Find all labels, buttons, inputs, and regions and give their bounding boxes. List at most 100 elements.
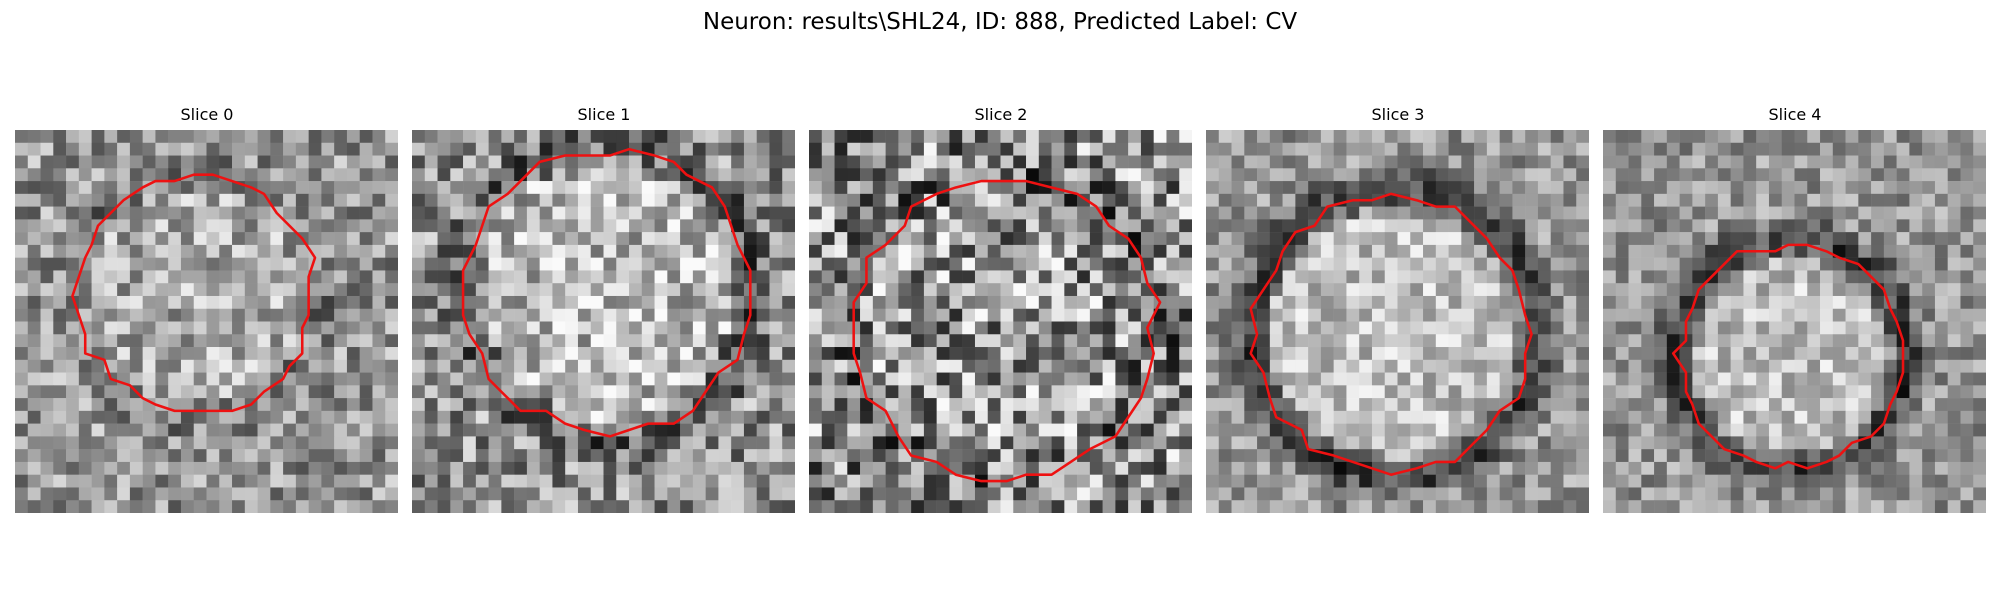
pixel bbox=[1435, 232, 1449, 246]
pixel bbox=[616, 449, 630, 463]
pixel bbox=[1794, 130, 1808, 144]
pixel bbox=[1486, 487, 1500, 501]
pixel bbox=[1512, 334, 1526, 348]
pixel bbox=[1537, 461, 1551, 475]
pixel bbox=[1512, 500, 1526, 513]
pixel bbox=[1768, 142, 1782, 156]
pixel bbox=[885, 270, 899, 284]
pixel bbox=[283, 244, 297, 258]
pixel bbox=[1218, 321, 1232, 335]
pixel bbox=[1026, 168, 1040, 182]
pixel bbox=[412, 130, 426, 144]
pixel bbox=[1308, 283, 1322, 297]
pixel bbox=[1320, 270, 1334, 284]
pixel bbox=[1397, 181, 1411, 195]
pixel bbox=[1832, 130, 1846, 144]
pixel bbox=[1346, 283, 1360, 297]
pixel bbox=[1768, 130, 1782, 144]
pixel bbox=[232, 500, 246, 513]
pixel bbox=[1206, 142, 1220, 156]
pixel bbox=[1140, 423, 1154, 437]
slice-title: Slice 4 bbox=[1768, 105, 1822, 124]
pixel bbox=[321, 232, 335, 246]
pixel bbox=[295, 359, 309, 373]
pixel bbox=[1128, 500, 1142, 513]
pixel bbox=[1102, 474, 1116, 488]
pixel bbox=[705, 436, 719, 450]
pixel bbox=[667, 219, 681, 233]
pixel bbox=[308, 334, 322, 348]
pixel bbox=[1218, 410, 1232, 424]
pixel bbox=[475, 372, 489, 386]
pixel bbox=[283, 142, 297, 156]
pixel bbox=[1128, 436, 1142, 450]
pixel bbox=[1013, 283, 1027, 297]
pixel bbox=[412, 449, 426, 463]
pixel bbox=[1435, 321, 1449, 335]
pixel bbox=[860, 142, 874, 156]
pixel bbox=[936, 295, 950, 309]
pixel bbox=[898, 461, 912, 475]
pixel bbox=[1423, 500, 1437, 513]
pixel bbox=[680, 500, 694, 513]
pixel bbox=[1359, 410, 1373, 424]
pixel bbox=[1077, 436, 1091, 450]
pixel bbox=[769, 398, 783, 412]
pixel bbox=[66, 257, 80, 271]
pixel bbox=[1153, 385, 1167, 399]
pixel bbox=[257, 206, 271, 220]
pixel bbox=[936, 487, 950, 501]
pixel bbox=[334, 385, 348, 399]
pixel bbox=[667, 257, 681, 271]
pixel bbox=[104, 461, 118, 475]
slice-image-svg bbox=[15, 130, 398, 513]
pixel bbox=[565, 461, 579, 475]
pixel bbox=[718, 244, 732, 258]
pixel bbox=[885, 244, 899, 258]
pixel bbox=[974, 270, 988, 284]
pixel bbox=[501, 385, 515, 399]
pixel bbox=[1794, 423, 1808, 437]
pixel bbox=[180, 244, 194, 258]
pixel bbox=[1499, 295, 1513, 309]
pixel bbox=[1756, 193, 1770, 207]
pixel bbox=[1000, 232, 1014, 246]
pixel bbox=[1153, 181, 1167, 195]
pixel bbox=[501, 283, 515, 297]
pixel bbox=[731, 155, 745, 169]
pixel bbox=[488, 347, 502, 361]
pixel bbox=[911, 500, 925, 513]
pixel bbox=[1038, 270, 1052, 284]
pixel bbox=[206, 130, 220, 144]
pixel bbox=[1206, 410, 1220, 424]
pixel bbox=[1768, 449, 1782, 463]
pixel bbox=[450, 334, 464, 348]
pixel bbox=[731, 308, 745, 322]
pixel bbox=[1947, 257, 1961, 271]
pixel bbox=[1781, 206, 1795, 220]
pixel bbox=[705, 295, 719, 309]
pixel bbox=[539, 168, 553, 182]
pixel bbox=[1883, 257, 1897, 271]
pixel bbox=[847, 270, 861, 284]
pixel bbox=[680, 347, 694, 361]
pixel bbox=[180, 206, 194, 220]
pixel bbox=[1832, 244, 1846, 258]
pixel bbox=[53, 181, 67, 195]
pixel bbox=[1333, 474, 1347, 488]
pixel bbox=[1973, 257, 1986, 271]
pixel bbox=[1525, 423, 1539, 437]
pixel bbox=[308, 270, 322, 284]
pixel bbox=[1320, 474, 1334, 488]
pixel bbox=[1051, 487, 1065, 501]
pixel bbox=[1461, 334, 1475, 348]
pixel bbox=[372, 474, 386, 488]
pixel bbox=[821, 206, 835, 220]
pixel bbox=[1743, 500, 1757, 513]
pixel bbox=[743, 168, 757, 182]
pixel bbox=[1730, 372, 1744, 386]
pixel bbox=[616, 181, 630, 195]
pixel bbox=[565, 410, 579, 424]
pixel bbox=[1244, 500, 1258, 513]
pixel bbox=[385, 461, 398, 475]
